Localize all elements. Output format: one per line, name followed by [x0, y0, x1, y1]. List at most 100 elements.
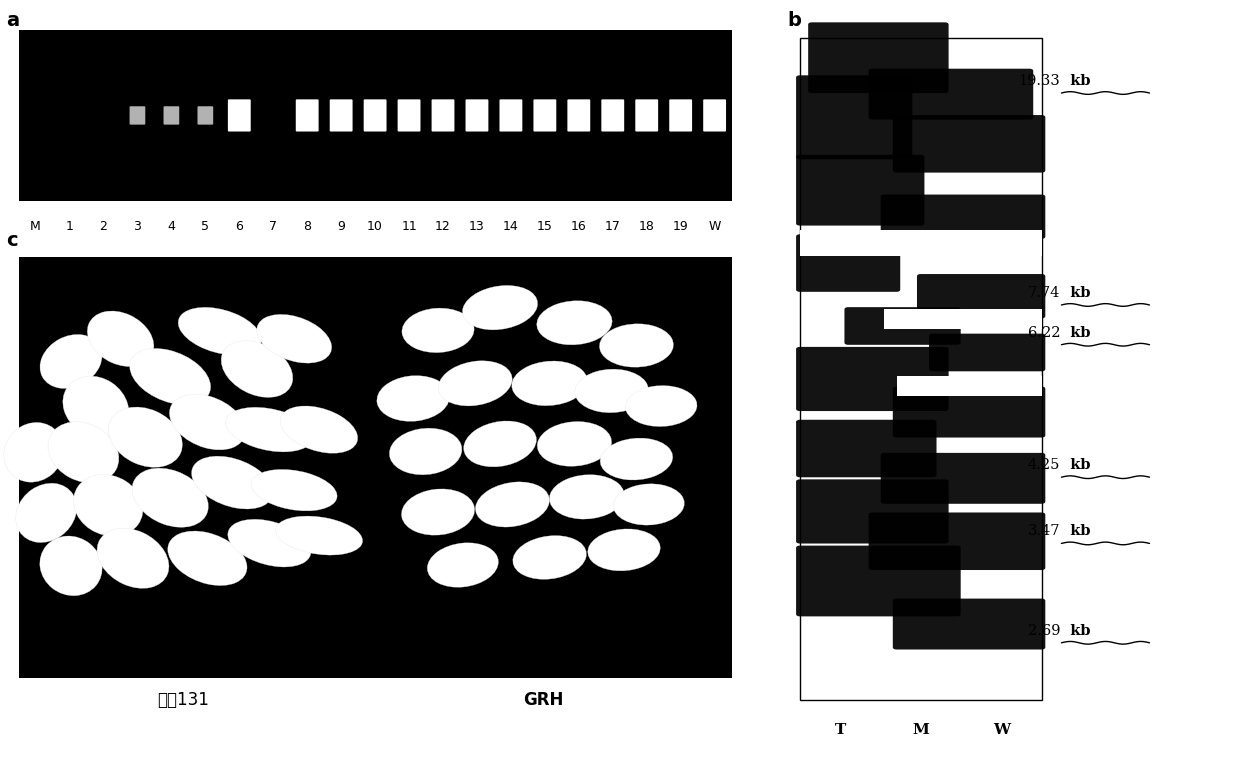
- Ellipse shape: [575, 369, 649, 413]
- Ellipse shape: [87, 311, 154, 366]
- FancyBboxPatch shape: [19, 30, 732, 201]
- Ellipse shape: [108, 407, 182, 467]
- FancyBboxPatch shape: [796, 235, 900, 292]
- Ellipse shape: [475, 482, 549, 527]
- Text: 12: 12: [435, 220, 451, 232]
- Ellipse shape: [280, 406, 357, 453]
- FancyBboxPatch shape: [893, 115, 1045, 173]
- FancyBboxPatch shape: [884, 310, 1042, 329]
- FancyBboxPatch shape: [363, 99, 387, 132]
- Text: GRH: GRH: [523, 691, 563, 709]
- Ellipse shape: [63, 376, 129, 438]
- Ellipse shape: [191, 456, 273, 509]
- Text: kb: kb: [1060, 286, 1091, 300]
- Ellipse shape: [512, 361, 588, 406]
- FancyBboxPatch shape: [129, 106, 145, 125]
- Text: 2.69: 2.69: [1028, 624, 1060, 637]
- Ellipse shape: [48, 422, 119, 483]
- Text: 3: 3: [134, 220, 141, 232]
- Text: W: W: [993, 723, 1009, 737]
- Text: kb: kb: [1060, 525, 1091, 538]
- Ellipse shape: [226, 407, 314, 452]
- Ellipse shape: [588, 529, 661, 571]
- Ellipse shape: [600, 438, 673, 480]
- Text: 11: 11: [402, 220, 417, 232]
- FancyBboxPatch shape: [398, 99, 420, 132]
- Text: 3.47: 3.47: [1028, 525, 1060, 538]
- FancyBboxPatch shape: [808, 22, 949, 93]
- Text: 18: 18: [639, 220, 655, 232]
- Text: kb: kb: [1060, 624, 1091, 637]
- Text: 1: 1: [66, 220, 73, 232]
- Ellipse shape: [130, 348, 211, 405]
- FancyBboxPatch shape: [670, 99, 692, 132]
- Ellipse shape: [513, 536, 587, 579]
- Text: T: T: [835, 723, 846, 737]
- FancyBboxPatch shape: [500, 99, 522, 132]
- Text: a: a: [6, 11, 20, 30]
- Text: 14: 14: [503, 220, 518, 232]
- Ellipse shape: [257, 314, 331, 363]
- Ellipse shape: [537, 301, 613, 345]
- Ellipse shape: [275, 516, 362, 555]
- FancyBboxPatch shape: [432, 99, 454, 132]
- Text: W: W: [708, 220, 720, 232]
- Text: M: M: [913, 723, 929, 737]
- Text: M: M: [30, 220, 41, 232]
- FancyBboxPatch shape: [893, 387, 1045, 438]
- Ellipse shape: [170, 394, 246, 450]
- FancyBboxPatch shape: [465, 99, 489, 132]
- Ellipse shape: [537, 422, 611, 466]
- FancyBboxPatch shape: [533, 99, 557, 132]
- FancyBboxPatch shape: [929, 334, 1045, 372]
- Ellipse shape: [599, 324, 673, 367]
- FancyBboxPatch shape: [796, 347, 949, 411]
- Ellipse shape: [438, 361, 512, 406]
- Text: b: b: [787, 11, 801, 30]
- FancyBboxPatch shape: [296, 99, 319, 132]
- Text: 2: 2: [99, 220, 108, 232]
- Text: 4.25: 4.25: [1028, 458, 1060, 472]
- Ellipse shape: [625, 385, 697, 426]
- Text: 16: 16: [570, 220, 587, 232]
- Ellipse shape: [549, 475, 624, 519]
- FancyBboxPatch shape: [635, 99, 658, 132]
- Ellipse shape: [428, 543, 498, 587]
- Ellipse shape: [40, 335, 102, 388]
- Text: 空育131: 空育131: [157, 691, 210, 709]
- Ellipse shape: [614, 484, 684, 525]
- Ellipse shape: [402, 308, 474, 353]
- FancyBboxPatch shape: [796, 155, 925, 226]
- Text: 8: 8: [304, 220, 311, 232]
- Text: 6: 6: [236, 220, 243, 232]
- FancyBboxPatch shape: [800, 230, 1042, 257]
- Text: 17: 17: [605, 220, 621, 232]
- FancyBboxPatch shape: [868, 512, 1045, 570]
- Text: 7: 7: [269, 220, 278, 232]
- Text: kb: kb: [1060, 326, 1091, 340]
- Text: 13: 13: [469, 220, 485, 232]
- FancyBboxPatch shape: [880, 195, 1045, 239]
- Ellipse shape: [377, 375, 450, 422]
- Ellipse shape: [16, 483, 77, 543]
- FancyBboxPatch shape: [601, 99, 624, 132]
- FancyBboxPatch shape: [868, 69, 1033, 120]
- FancyBboxPatch shape: [330, 99, 352, 132]
- Text: 10: 10: [367, 220, 383, 232]
- FancyBboxPatch shape: [893, 599, 1045, 650]
- FancyBboxPatch shape: [796, 546, 961, 616]
- FancyBboxPatch shape: [918, 274, 1045, 319]
- FancyBboxPatch shape: [796, 419, 936, 477]
- FancyBboxPatch shape: [796, 479, 949, 544]
- Ellipse shape: [221, 341, 293, 397]
- Ellipse shape: [464, 421, 537, 467]
- FancyBboxPatch shape: [844, 307, 961, 345]
- FancyBboxPatch shape: [800, 38, 1042, 700]
- Ellipse shape: [40, 536, 102, 596]
- Ellipse shape: [463, 285, 538, 330]
- FancyBboxPatch shape: [164, 106, 180, 125]
- Text: kb: kb: [1060, 458, 1091, 472]
- Text: 7.74: 7.74: [1028, 286, 1060, 300]
- Text: 19: 19: [673, 220, 688, 232]
- FancyBboxPatch shape: [796, 76, 913, 160]
